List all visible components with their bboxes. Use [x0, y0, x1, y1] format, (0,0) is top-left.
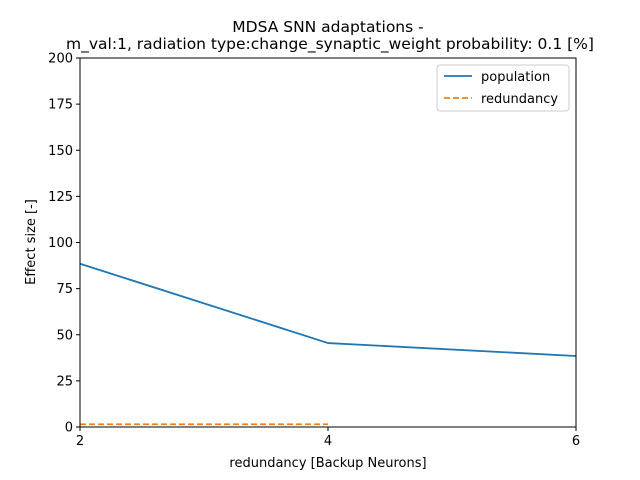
chart-title-line2: m_val:1, radiation type:change_synaptic_…: [66, 35, 594, 54]
y-tick-label: 150: [48, 144, 73, 159]
x-tick-label: 2: [76, 434, 84, 449]
y-tick-label: 175: [48, 98, 73, 113]
x-tick-label: 4: [324, 434, 332, 449]
x-axis-label: redundancy [Backup Neurons]: [229, 456, 426, 471]
x-tick-label: 6: [572, 434, 580, 449]
plot-area: 2 4 6 0 25 50 75 100 125 150 175 200: [48, 52, 580, 450]
y-tick-label: 25: [56, 374, 73, 389]
y-tick-label: 75: [56, 282, 73, 297]
legend: population redundancy: [436, 64, 570, 112]
y-axis-label: Effect size [-]: [24, 199, 39, 285]
legend-label-population: population: [481, 70, 550, 85]
series-line-population: [79, 262, 577, 357]
y-tick-label: 100: [48, 236, 73, 251]
y-tick-label: 50: [56, 328, 73, 343]
chart-title-line1: MDSA SNN adaptations -: [232, 18, 423, 36]
y-tick-label: 125: [48, 190, 73, 205]
legend-label-redundancy: redundancy: [481, 92, 558, 107]
y-tick-label: 0: [65, 421, 73, 436]
y-tick-label: 200: [48, 52, 73, 67]
